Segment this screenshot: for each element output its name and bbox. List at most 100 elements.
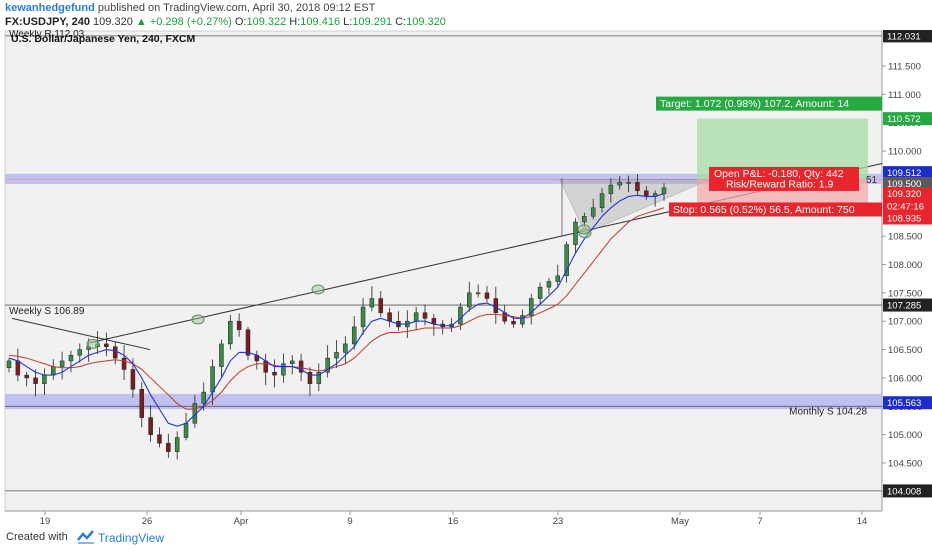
candle-body <box>369 298 375 308</box>
candle-body <box>68 354 74 362</box>
candle-body <box>298 360 304 373</box>
candle-body <box>316 372 322 384</box>
pnl-label: Open P&L: -0.180, Qty: 442 <box>714 168 844 180</box>
footer: Created with TradingView <box>0 526 932 550</box>
candle-body <box>77 349 83 356</box>
x-tick-label: 9 <box>347 516 352 526</box>
candle-body <box>555 275 561 282</box>
triangle-pattern <box>559 179 711 234</box>
price-tag-stop: 108.935 <box>887 213 921 224</box>
candle-body <box>33 377 38 384</box>
weekly-r-label: Weekly R 112.03 <box>9 30 85 40</box>
stop-label-bg <box>669 202 882 217</box>
x-tick-label: 19 <box>40 516 51 526</box>
symbol-line: FX:USDJPY, 240 109.320 ▲ +0.298 (+0.27%)… <box>5 16 446 28</box>
price-tag-resistance-bg <box>883 166 932 180</box>
tradingview-brand[interactable]: TradingView <box>98 531 165 545</box>
stop-label: Stop: 0.565 (0.52%) 56.5, Amount: 750 <box>673 204 855 216</box>
tradingview-logo-icon <box>77 530 94 544</box>
candle-body <box>219 343 224 367</box>
target-label-bg <box>656 96 882 111</box>
level-fragment: 51 <box>866 175 878 186</box>
y-tick-label: 105.000 <box>888 430 922 441</box>
resistance-zone <box>5 173 882 184</box>
candle-body <box>378 298 384 313</box>
candle-body <box>6 360 12 368</box>
price-tag-bottom: 104.008 <box>887 486 921 497</box>
candles <box>6 174 667 460</box>
candle-body <box>112 346 118 359</box>
last-price: 109.320 <box>93 16 133 28</box>
candle-body <box>493 298 499 313</box>
price-chart[interactable]: 111.500111.000110.500110.000109.500109.0… <box>0 30 932 526</box>
candle-body <box>484 292 490 299</box>
pnl-box-bg <box>709 166 859 191</box>
candle-body <box>458 306 463 325</box>
slow-ma-line <box>8 207 665 410</box>
candle-body <box>343 343 348 353</box>
fast-ma-line <box>8 193 665 427</box>
price-tag-monthly-s: 105.563 <box>887 398 921 409</box>
close-label: C: <box>395 16 407 28</box>
candle-body <box>661 187 667 194</box>
candle-body <box>360 306 366 328</box>
y-tick-label: 104.500 <box>888 459 922 470</box>
x-tick-label: 16 <box>448 516 459 526</box>
rr-label: Risk/Reward Ratio: 1.9 <box>726 178 834 190</box>
candle-body <box>281 363 286 376</box>
price-axis <box>882 31 932 526</box>
candle-body <box>413 312 419 322</box>
candle-body <box>635 182 640 192</box>
high-label: H: <box>289 16 301 28</box>
candle-body <box>546 281 552 288</box>
candle-body <box>528 298 534 316</box>
candle-body <box>51 366 56 376</box>
chart-header: kewanhedgefund published on TradingView.… <box>0 0 932 30</box>
open-value: 109.322 <box>246 16 287 28</box>
price-tag-weekly-s-bg <box>883 298 932 312</box>
created-with-text: Created with <box>6 531 68 543</box>
candle-body <box>24 374 29 379</box>
candle-body <box>157 434 162 444</box>
support-zone <box>5 393 882 410</box>
candle-body <box>307 372 313 384</box>
candle-body <box>272 372 277 376</box>
candle-body <box>422 312 428 319</box>
price-change: +0.298 (+0.27%) <box>149 16 232 28</box>
open-label: O: <box>234 16 247 28</box>
candle-body <box>564 244 569 277</box>
y-tick-label: 107.500 <box>888 288 922 299</box>
candle-body <box>236 320 242 330</box>
candle-body <box>183 423 189 438</box>
low-label: L: <box>343 16 353 28</box>
author-link[interactable]: kewanhedgefund <box>5 2 95 14</box>
published-text: published on TradingView.com, April 30, … <box>97 2 376 14</box>
candle-body <box>148 417 153 435</box>
candle-body <box>617 182 622 186</box>
y-tick-label: 106.000 <box>888 373 922 384</box>
candle-body <box>42 374 47 384</box>
price-tag-current: 109.320 <box>887 189 921 200</box>
y-tick-label: 106.500 <box>888 345 922 356</box>
candle-body <box>467 292 472 308</box>
candle-body <box>139 389 145 418</box>
x-tick-label: 26 <box>142 516 153 526</box>
candle-body <box>520 315 525 325</box>
up-arrow-icon: ▲ <box>135 16 147 28</box>
candle-body <box>263 360 268 373</box>
candle-body <box>15 360 21 376</box>
candle-body <box>511 320 516 325</box>
touch-point-circle <box>577 224 591 235</box>
candle-body <box>245 329 251 356</box>
y-tick-label: 110.000 <box>888 147 922 158</box>
y-tick-label: 107.000 <box>888 317 922 328</box>
price-tag-top-bg <box>883 30 932 43</box>
candle-body <box>289 360 295 364</box>
price-tag-top: 112.031 <box>887 31 921 42</box>
candle-body <box>387 312 392 322</box>
price-tag-level-bg <box>883 176 932 190</box>
candle-body <box>334 352 339 359</box>
candle-body <box>174 437 180 452</box>
candle-body <box>130 369 136 390</box>
candle-body <box>626 182 631 184</box>
